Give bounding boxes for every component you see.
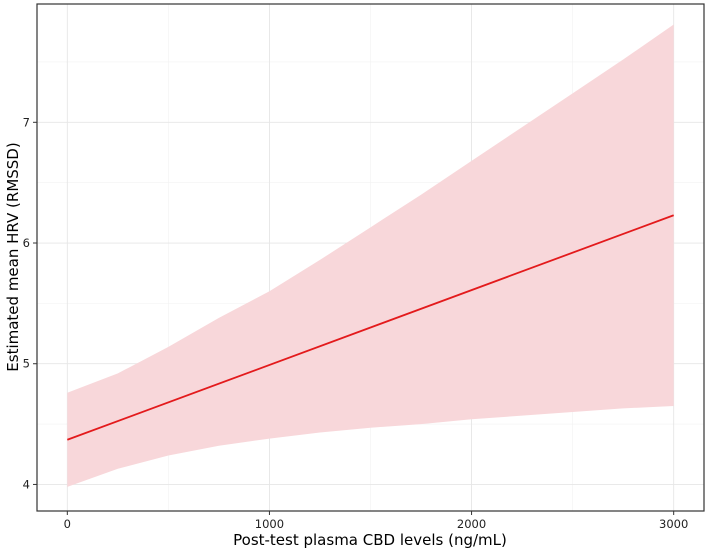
x-tick-label: 2000 [457, 517, 486, 531]
x-tick-label: 0 [64, 517, 71, 531]
x-tick-label: 3000 [659, 517, 688, 531]
plot-border [36, 3, 705, 512]
x-axis: 0 1000 2000 3000 [64, 511, 688, 531]
y-tick-label: 4 [23, 477, 30, 491]
y-tick-label: 7 [23, 115, 30, 129]
y-axis-title: Estimated mean HRV (RMSSD) [4, 142, 22, 371]
x-axis-title: Post-test plasma CBD levels (ng/mL) [233, 531, 507, 549]
y-tick-label: 5 [23, 357, 30, 371]
y-axis: 4 5 6 7 [23, 115, 37, 491]
y-tick-label: 6 [23, 236, 30, 250]
x-tick-label: 1000 [255, 517, 284, 531]
trend-line [67, 214, 674, 441]
confidence-band [67, 24, 674, 487]
